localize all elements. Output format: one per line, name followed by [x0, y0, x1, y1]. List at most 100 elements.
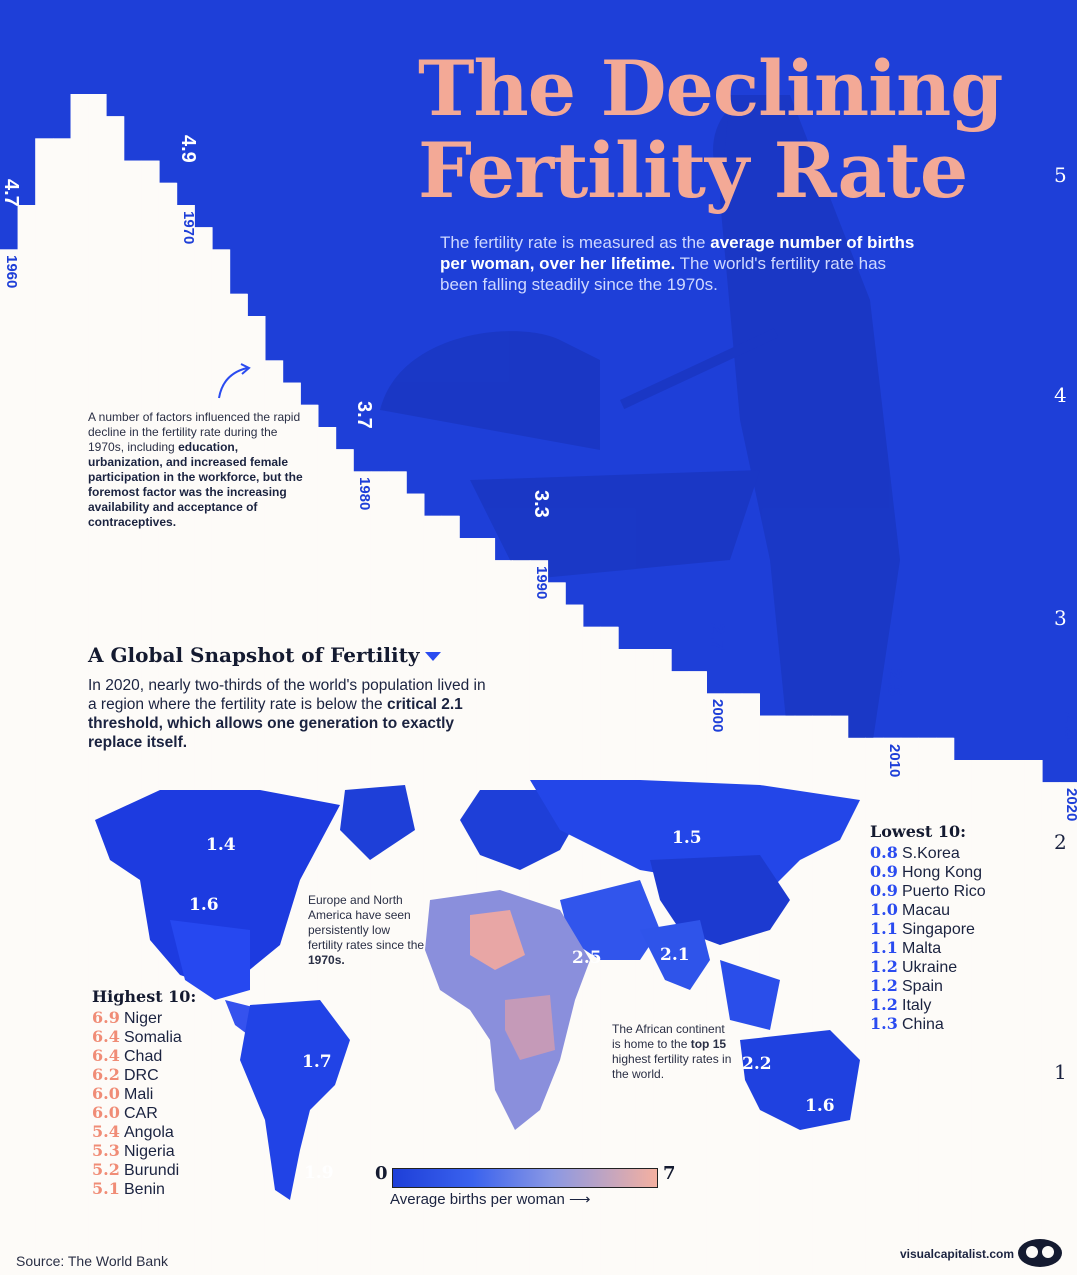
highest-row: 5.1 Benin [92, 1180, 196, 1199]
map-label-southeast-asia: 2.2 [742, 1054, 772, 1074]
bar-1962 [35, 138, 54, 1275]
lowest-value: 0.9 [870, 881, 898, 900]
mother-stroller-silhouette [380, 95, 900, 760]
map-label-south-asia: 2.1 [660, 945, 690, 965]
bar-2008 [847, 737, 866, 1275]
year-label-2010: 2010 [886, 743, 903, 778]
highest-row: 6.0 Mali [92, 1085, 196, 1104]
lowest-row: 1.0 Macau [870, 901, 986, 920]
map-label-usa: 1.6 [189, 895, 219, 915]
bar-1961 [17, 205, 36, 1275]
value-label-1960: 4.7 [0, 179, 22, 208]
value-label-2020: 2.3 [1059, 712, 1077, 740]
highest-country: Mali [124, 1086, 154, 1103]
bar-1971 [194, 227, 213, 1275]
year-label-1960: 1960 [3, 255, 20, 289]
legend-max: 7 [663, 1163, 676, 1184]
highest-row: 6.2 DRC [92, 1066, 196, 1085]
value-label-2010: 2.5 [883, 667, 905, 696]
highest-value: 6.4 [92, 1027, 120, 1046]
bar-2017 [1006, 760, 1025, 1275]
highest-row: 5.3 Nigeria [92, 1142, 196, 1161]
lowest-row: 1.2 Spain [870, 977, 986, 996]
highest-country: Somalia [124, 1029, 182, 1046]
lowest-value: 1.2 [870, 995, 898, 1014]
highest-10-title: Highest 10: [92, 987, 197, 1006]
intro-text: The fertility rate is measured as the av… [440, 233, 915, 294]
highest-country: Burundi [124, 1162, 180, 1179]
highest-row: 6.9 Niger [92, 1009, 196, 1028]
legend-min: 0 [375, 1163, 388, 1184]
bar-1978 [317, 427, 337, 1275]
highest-value: 5.3 [92, 1141, 120, 1160]
bar-1983 [406, 493, 425, 1275]
triangle-down-icon [425, 652, 442, 661]
bar-2000 [706, 693, 725, 1275]
bar-1972 [211, 249, 231, 1275]
lowest-value: 1.2 [870, 957, 898, 976]
highest-row: 6.0 CAR [92, 1104, 196, 1123]
lowest-row: 1.3 China [870, 1015, 986, 1034]
year-label-1980: 1980 [356, 477, 374, 511]
visual-capitalist-logo-icon [1018, 1239, 1062, 1267]
bar-1966 [106, 116, 125, 1275]
lowest-value: 0.9 [870, 862, 898, 881]
y-tick-2: 2 [1054, 830, 1067, 854]
bar-2011 [900, 737, 919, 1275]
lowest-country: China [902, 1016, 944, 1033]
legend-color-bar [392, 1168, 658, 1188]
lowest-country: Puerto Rico [902, 883, 986, 900]
map-label-australia: 1.6 [805, 1096, 835, 1116]
map-label-middle-east: 2.5 [572, 948, 602, 968]
year-label-1990: 1990 [532, 566, 550, 600]
lowest-row: 0.9 Hong Kong [870, 863, 986, 882]
highest-country: Nigeria [124, 1143, 175, 1160]
source-text: Source: The World Bank [16, 1253, 169, 1269]
europe-na-note: Europe and North America have seen persi… [308, 893, 425, 967]
legend-label: Average births per woman ⟶ [390, 1191, 591, 1208]
map-label-argentina: 1.9 [304, 1163, 334, 1183]
year-label-1970: 1970 [179, 211, 197, 245]
brand-text: visualcapitalist.com [900, 1247, 1015, 1261]
bar-2014 [953, 760, 972, 1275]
bar-1985 [441, 515, 460, 1275]
lowest-country: Italy [902, 997, 932, 1014]
bar-1963 [53, 138, 72, 1275]
lowest-country: Spain [902, 978, 943, 995]
lowest-country: Malta [902, 940, 942, 957]
highest-country: CAR [124, 1105, 158, 1122]
highest-value: 5.1 [92, 1179, 120, 1198]
africa-note: The African continent is home to the top… [612, 1022, 732, 1081]
bar-2018 [1024, 760, 1043, 1275]
bar-2010 [883, 737, 902, 1275]
bar-1981 [370, 471, 390, 1275]
bar-2019 [1041, 782, 1061, 1275]
bar-2013 [936, 737, 955, 1275]
bar-1982 [388, 471, 407, 1275]
highest-country: Angola [124, 1124, 174, 1141]
lowest-row: 1.1 Malta [870, 939, 986, 958]
bar-2016 [989, 760, 1008, 1275]
highest-row: 6.4 Somalia [92, 1028, 196, 1047]
lowest-country: Singapore [902, 921, 975, 938]
highest-value: 6.9 [92, 1008, 120, 1027]
bar-1965 [88, 94, 107, 1275]
lowest-value: 1.2 [870, 976, 898, 995]
highest-country: DRC [124, 1067, 159, 1084]
lowest-value: 0.8 [870, 843, 898, 862]
bar-2007 [830, 715, 849, 1275]
lowest-country: Macau [902, 902, 951, 919]
lowest-10-list: Lowest 10: 0.8 S.Korea 0.9 Hong Kong 0.9 Puer… [870, 822, 986, 1034]
year-label-2000: 2000 [709, 699, 727, 733]
highest-row: 6.4 Chad [92, 1047, 196, 1066]
bar-1968 [141, 160, 160, 1275]
lowest-10-title: Lowest 10: [870, 822, 967, 841]
page-title: The Declining Fertility Rate [418, 44, 1003, 215]
highest-country: Niger [124, 1010, 163, 1027]
lowest-value: 1.3 [870, 1014, 898, 1033]
highest-country: Chad [124, 1048, 163, 1065]
bar-1980 [353, 471, 372, 1275]
bar-1979 [335, 449, 354, 1275]
bar-1970 [176, 205, 195, 1275]
